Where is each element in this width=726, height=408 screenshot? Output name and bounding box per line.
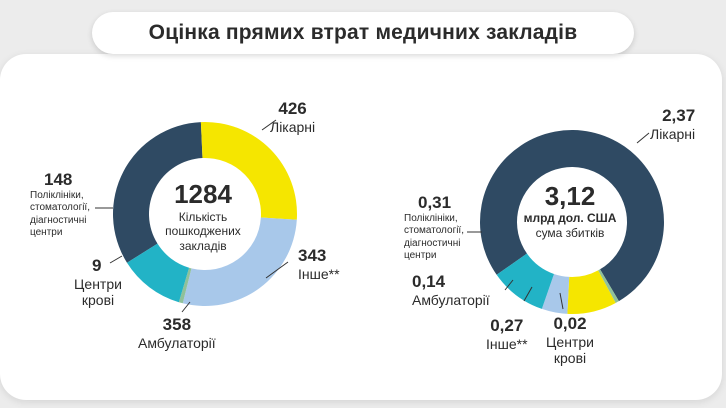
left-value-ambulatory: 358 <box>162 315 192 334</box>
left-name-polyclinics-2: стоматології, <box>30 202 90 214</box>
right-leader-line-other <box>523 286 533 302</box>
right-name-hospitals: Лікарні <box>650 125 696 142</box>
left-name-hospitals: Лікарні <box>270 118 316 135</box>
right-value-hospitals: 2,37 <box>662 106 696 125</box>
right-name-polyclinics-2: стоматології, <box>404 225 464 237</box>
right-value-polyclinics: 0,31 <box>418 193 452 212</box>
right-label-other: 0,27 Інше** <box>486 316 528 352</box>
right-slice-hospitals <box>479 130 664 302</box>
left-label-other: 343 Інше** <box>298 246 340 282</box>
left-name-other: Інше** <box>298 265 340 282</box>
left-slice-blood <box>178 267 192 304</box>
right-value-blood: 0,02 <box>553 314 587 333</box>
left-center-value: 1284 <box>174 179 232 209</box>
right-label-polyclinics: 0,31 Поліклініки, стоматології, діагност… <box>404 193 464 263</box>
left-slice-ambulatory <box>182 217 297 307</box>
left-leader-line-ambulatory <box>181 301 191 313</box>
left-name-polyclinics-4: центри <box>30 227 63 239</box>
right-slice-other <box>567 270 616 314</box>
left-name-ambulatory: Амбулаторії <box>138 334 216 351</box>
left-label-polyclinics: 148 Поліклініки, стоматології, діагности… <box>30 170 90 240</box>
left-slice-polyclinics <box>126 243 190 303</box>
left-name-polyclinics-1: Поліклініки, <box>30 189 84 201</box>
left-value-blood: 9 <box>92 256 102 275</box>
right-name-blood-2: крові <box>553 349 587 366</box>
left-value-other: 343 <box>298 246 327 265</box>
right-center-value: 3,12 <box>544 181 596 211</box>
right-center-caption: сума збитків <box>535 225 605 240</box>
left-label-blood: 9 Центри крові <box>70 256 126 308</box>
right-value-ambulatory: 0,14 <box>412 272 446 291</box>
left-leader-line-other <box>265 261 289 279</box>
right-label-hospitals: 2,37 Лікарні <box>650 106 695 142</box>
left-name-blood-2: крові <box>81 291 115 308</box>
right-slice-blood <box>598 269 619 303</box>
right-name-ambulatory: Амбулаторії <box>412 291 490 308</box>
right-value-other: 0,27 <box>490 316 524 335</box>
left-leader-line-blood <box>109 255 123 264</box>
right-name-blood-1: Центри <box>546 333 594 350</box>
right-name-other: Інше** <box>486 335 528 352</box>
right-leader-line-ambulatory <box>504 279 514 291</box>
left-leader-line-hospitals <box>261 119 277 131</box>
right-leader-line-blood <box>559 292 564 310</box>
left-center-label: 1284 Кількість пошкоджених закладів <box>148 179 258 253</box>
left-slice-hospitals <box>113 122 203 263</box>
right-label-blood: 0,02 Центри крові <box>540 314 600 366</box>
right-leader-line-hospitals <box>636 132 650 144</box>
right-slice-polyclinics <box>496 253 554 309</box>
right-label-ambulatory: 0,14 Амбулаторії <box>412 272 490 308</box>
left-slice-other <box>200 122 298 220</box>
left-name-blood-1: Центри <box>74 275 122 292</box>
right-center-unit: млрд дол. США <box>523 210 617 225</box>
right-name-polyclinics-1: Поліклініки, <box>404 212 458 224</box>
left-value-polyclinics: 148 <box>44 170 73 189</box>
chart-title: Оцінка прямих втрат медичних закладів <box>92 12 634 54</box>
right-name-polyclinics-3: діагностичні <box>404 237 461 249</box>
left-center-line-1: Кількість <box>178 209 228 224</box>
left-center-line-3: закладів <box>179 238 227 253</box>
left-value-hospitals: 426 <box>278 99 307 118</box>
left-center-line-2: пошкоджених <box>165 224 241 239</box>
left-name-polyclinics-3: діагностичні <box>30 214 87 226</box>
right-name-polyclinics-4: центри <box>404 250 437 262</box>
right-center-label: 3,12 млрд дол. США сума збитків <box>510 181 630 240</box>
left-label-hospitals: 426 Лікарні <box>270 99 315 135</box>
left-label-ambulatory: 358 Амбулаторії <box>138 315 216 351</box>
